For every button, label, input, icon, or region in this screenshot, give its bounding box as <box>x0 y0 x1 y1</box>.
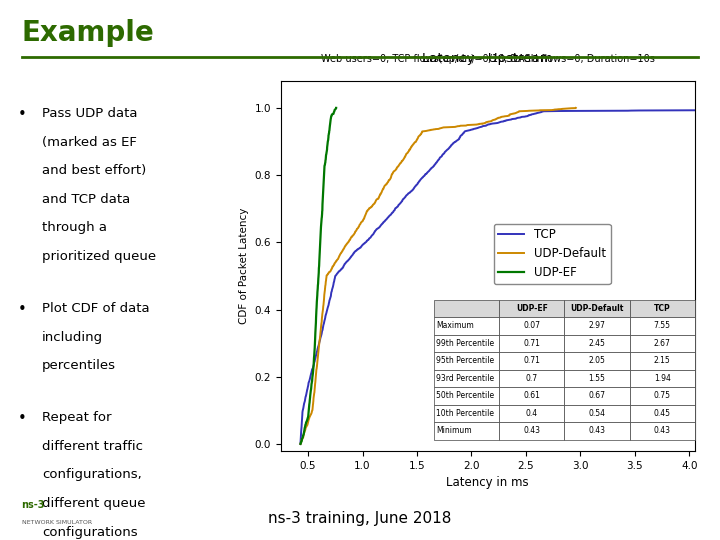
Text: (marked as EF: (marked as EF <box>42 136 137 148</box>
TCP <box>527 111 536 118</box>
Text: Example: Example <box>22 19 154 47</box>
UDP-EF <box>323 148 331 155</box>
Text: and TCP data: and TCP data <box>42 193 130 206</box>
Text: including: including <box>42 330 103 343</box>
Text: Pass UDP data: Pass UDP data <box>42 107 138 120</box>
UDP-Default <box>296 441 305 447</box>
Text: configurations: configurations <box>42 525 138 538</box>
UDP-EF <box>296 441 305 447</box>
UDP-Default <box>572 105 580 111</box>
UDP-Default <box>322 278 330 284</box>
Text: ns-3 training, June 2018: ns-3 training, June 2018 <box>269 511 451 526</box>
X-axis label: Latency in ms: Latency in ms <box>446 476 529 489</box>
UDP-Default <box>386 176 395 183</box>
Text: Web users=0, TCP flows(up/dn)=0/16, DASH flows=0, Duration=10s: Web users=0, TCP flows(up/dn)=0/16, DASH… <box>321 55 654 64</box>
Text: ns-3: ns-3 <box>22 500 45 510</box>
Text: percentiles: percentiles <box>42 359 116 372</box>
Text: different queue: different queue <box>42 497 145 510</box>
UDP-Default <box>320 286 329 293</box>
UDP-EF <box>315 258 323 265</box>
Y-axis label: CDF of Packet Latency: CDF of Packet Latency <box>239 208 249 324</box>
UDP-EF <box>316 234 325 241</box>
Legend: TCP, UDP-Default, UDP-EF: TCP, UDP-Default, UDP-EF <box>494 224 611 284</box>
UDP-Default <box>495 114 504 121</box>
TCP <box>442 147 451 154</box>
Text: •: • <box>18 411 27 426</box>
UDP-EF <box>321 160 330 166</box>
Text: NETWORK SIMULATOR: NETWORK SIMULATOR <box>22 520 91 525</box>
Text: •: • <box>18 107 27 122</box>
Title: Latency - Upstream: Latency - Upstream <box>423 51 553 65</box>
UDP-Default <box>494 114 503 121</box>
Line: TCP: TCP <box>300 108 720 444</box>
Text: prioritized queue: prioritized queue <box>42 250 156 263</box>
Text: configurations,: configurations, <box>42 468 142 481</box>
Line: UDP-Default: UDP-Default <box>300 108 576 444</box>
Text: through a: through a <box>42 221 107 234</box>
UDP-EF <box>318 212 326 218</box>
Text: Repeat for: Repeat for <box>42 411 112 424</box>
TCP <box>300 402 308 409</box>
TCP <box>296 441 305 447</box>
Text: Plot CDF of data: Plot CDF of data <box>42 302 150 315</box>
Text: and best effort): and best effort) <box>42 164 146 177</box>
Text: different traffic: different traffic <box>42 440 143 453</box>
Line: UDP-EF: UDP-EF <box>300 108 336 444</box>
Text: •: • <box>18 302 27 317</box>
UDP-EF <box>310 356 318 363</box>
TCP <box>304 382 312 389</box>
UDP-Default <box>302 423 310 430</box>
TCP <box>321 312 330 319</box>
TCP <box>325 298 334 304</box>
UDP-EF <box>332 105 341 111</box>
